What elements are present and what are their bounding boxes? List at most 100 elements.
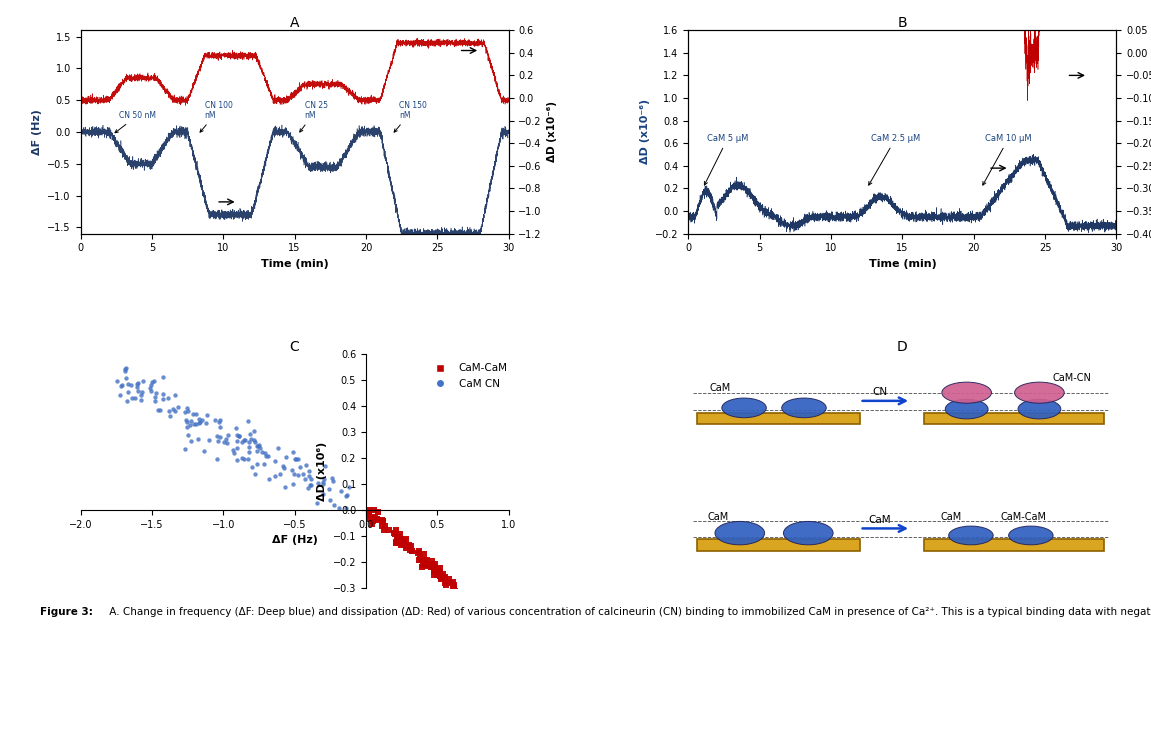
- Point: [229, 431, 247, 443]
- Point: [228, 435, 246, 447]
- Point: [150, 404, 168, 416]
- Point: [417, 559, 435, 571]
- Point: [364, 518, 382, 530]
- Point: [425, 566, 443, 578]
- Point: [296, 474, 314, 486]
- Point: [233, 452, 251, 464]
- Point: [239, 446, 258, 458]
- Point: [177, 414, 196, 426]
- Point: [428, 563, 447, 575]
- Point: [129, 385, 147, 397]
- Point: [365, 504, 383, 516]
- Point: [257, 446, 275, 458]
- Point: [416, 554, 434, 566]
- Text: CN 150
nM: CN 150 nM: [394, 100, 427, 132]
- Point: [340, 481, 358, 493]
- Point: [284, 478, 303, 490]
- Point: [297, 459, 315, 471]
- Point: [233, 437, 251, 449]
- Point: [396, 532, 414, 544]
- Point: [122, 379, 140, 391]
- Point: [209, 416, 228, 428]
- Point: [128, 379, 146, 391]
- Text: CaM: CaM: [942, 512, 962, 523]
- Point: [424, 561, 442, 573]
- Bar: [924, 539, 1104, 550]
- Point: [364, 511, 382, 523]
- Point: [365, 513, 383, 525]
- Point: [425, 560, 443, 572]
- Point: [331, 485, 350, 497]
- Point: [373, 520, 391, 532]
- Point: [239, 415, 258, 427]
- Point: [178, 405, 197, 417]
- Point: [246, 468, 265, 480]
- Point: [146, 395, 165, 407]
- Point: [147, 387, 166, 399]
- Point: [219, 428, 237, 440]
- Ellipse shape: [715, 522, 764, 545]
- Point: [368, 513, 387, 525]
- Point: [432, 572, 450, 584]
- Point: [242, 433, 260, 445]
- Point: [250, 440, 268, 452]
- Point: [391, 528, 410, 540]
- Point: [294, 467, 312, 480]
- Point: [132, 386, 151, 398]
- Point: [211, 421, 229, 433]
- Point: [119, 378, 137, 390]
- Point: [397, 542, 416, 554]
- Point: [389, 531, 407, 543]
- Point: [360, 513, 379, 525]
- Text: CN 25
nM: CN 25 nM: [299, 100, 328, 132]
- Point: [360, 507, 379, 519]
- Point: [445, 585, 464, 597]
- Point: [160, 410, 178, 422]
- Y-axis label: ΔD (x10⁻⁶): ΔD (x10⁻⁶): [640, 100, 649, 164]
- Point: [426, 559, 444, 571]
- Point: [300, 465, 319, 477]
- Point: [284, 468, 303, 480]
- Bar: [698, 539, 860, 550]
- Point: [228, 442, 246, 454]
- Y-axis label: ΔD (x10⁶): ΔD (x10⁶): [318, 441, 327, 501]
- Y-axis label: ΔF (Hz): ΔF (Hz): [32, 109, 41, 155]
- Point: [190, 417, 208, 429]
- Point: [424, 555, 442, 567]
- Point: [270, 468, 289, 480]
- Point: [211, 431, 229, 443]
- Point: [436, 579, 455, 591]
- Point: [241, 428, 259, 440]
- Point: [302, 474, 320, 486]
- Point: [413, 553, 432, 566]
- Point: [374, 516, 392, 528]
- Title: C: C: [290, 340, 299, 354]
- Point: [145, 375, 163, 388]
- Point: [441, 577, 459, 589]
- Point: [298, 482, 317, 494]
- Ellipse shape: [782, 398, 826, 418]
- Point: [154, 393, 173, 405]
- Point: [247, 458, 266, 470]
- Point: [119, 394, 137, 406]
- Point: [247, 445, 266, 457]
- Point: [186, 418, 205, 430]
- Ellipse shape: [948, 526, 993, 545]
- Point: [116, 372, 135, 385]
- Point: [315, 460, 334, 472]
- Point: [401, 544, 419, 556]
- Point: [337, 489, 356, 501]
- Point: [227, 422, 245, 434]
- Point: [389, 537, 407, 549]
- Point: [289, 452, 307, 464]
- Point: [177, 421, 196, 433]
- Title: B: B: [898, 16, 907, 30]
- Point: [169, 401, 188, 413]
- Text: CaM 2.5 μM: CaM 2.5 μM: [869, 134, 921, 185]
- Point: [143, 376, 161, 388]
- Point: [375, 520, 394, 532]
- Point: [182, 435, 200, 447]
- Point: [241, 436, 259, 448]
- Point: [198, 409, 216, 421]
- Point: [117, 362, 136, 374]
